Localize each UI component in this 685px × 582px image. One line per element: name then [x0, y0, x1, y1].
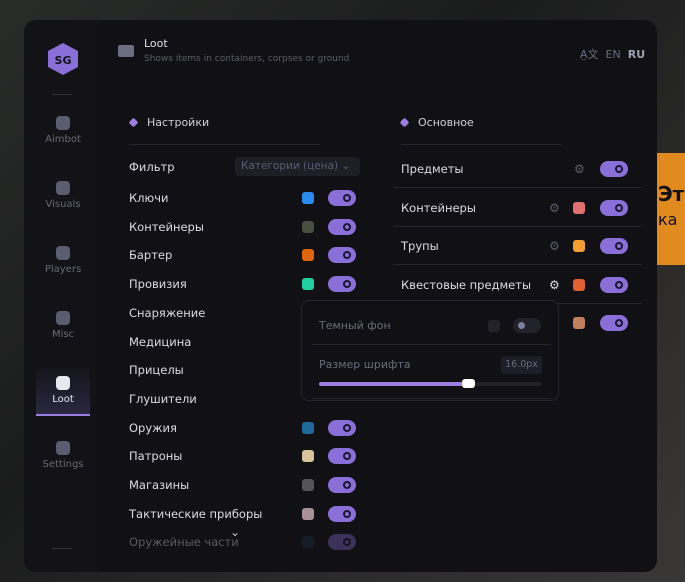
color-swatch[interactable] — [302, 507, 314, 520]
settings-item-toggle[interactable] — [328, 247, 356, 264]
gear-icon[interactable]: ⚙ — [549, 200, 560, 215]
translate-icon: A̤文 — [580, 48, 599, 61]
sidebar-item-players[interactable]: Players — [36, 238, 90, 286]
main-item-toggle[interactable] — [600, 276, 628, 293]
sidebar-item-loot[interactable]: Loot — [36, 368, 90, 416]
diamond-icon — [399, 117, 410, 128]
gear-icon[interactable]: ⚙ — [549, 239, 560, 254]
toolbox-icon — [118, 45, 134, 57]
dark-bg-toggle[interactable] — [513, 318, 541, 333]
sidebar-item-misc[interactable]: Misc — [36, 303, 90, 351]
users-icon — [56, 246, 70, 260]
dots-icon — [56, 311, 70, 325]
color-swatch[interactable] — [573, 278, 585, 291]
color-swatch[interactable] — [573, 240, 585, 253]
settings-item-toggle[interactable] — [328, 190, 356, 206]
sidebar-item-label: Visuals — [45, 199, 81, 210]
color-swatch[interactable] — [573, 317, 585, 330]
dark-bg-label: Темный фон — [319, 319, 391, 332]
lang-en[interactable]: EN — [605, 48, 621, 61]
main-item-label: Контейнеры — [401, 200, 476, 215]
color-swatch[interactable] — [302, 278, 314, 291]
settings-item-toggle[interactable] — [328, 276, 356, 293]
main-item-label: Квестовые предметы — [401, 277, 532, 292]
main-item-toggle[interactable] — [600, 199, 628, 216]
color-swatch[interactable] — [302, 536, 314, 549]
settings-item-toggle[interactable] — [328, 419, 356, 436]
font-size-label: Размер шрифта — [319, 358, 411, 371]
filter-select[interactable]: Категории (цена) ⌄ — [235, 157, 360, 176]
settings-item-label: Оружейные части — [129, 535, 239, 550]
color-swatch[interactable] — [302, 421, 314, 434]
settings-item-label: Ключи — [129, 191, 169, 205]
settings-item-toggle[interactable] — [328, 534, 356, 551]
alien-icon — [56, 116, 70, 130]
main-item-label: Трупы — [401, 239, 439, 254]
gear-icon[interactable]: ⚙ — [549, 277, 560, 292]
sidebar-item-label: Misc — [51, 329, 75, 340]
settings-popup: Темный фон Размер шрифта 16.0px — [301, 300, 559, 401]
sidebar-item-label: Players — [44, 264, 82, 275]
settings-item-toggle[interactable] — [328, 218, 356, 235]
vr-headset-icon — [56, 181, 70, 195]
background-banner: Эт ка — [657, 153, 685, 265]
main-item-toggle[interactable] — [600, 238, 628, 255]
main-item-toggle[interactable] — [600, 161, 628, 177]
sidebar-item-label: Settings — [42, 459, 84, 470]
list-icon — [56, 441, 70, 455]
settings-item-label: Тактические приборы — [129, 506, 263, 521]
main-item-label: Предметы — [401, 162, 464, 176]
filter-label: Фильтр — [129, 160, 175, 174]
sidebar-item-settings[interactable]: Settings — [36, 433, 90, 481]
lang-ru[interactable]: RU — [627, 48, 646, 61]
color-swatch[interactable] — [302, 249, 314, 262]
font-size-slider[interactable] — [319, 379, 541, 388]
slider-handle[interactable] — [461, 379, 475, 388]
sidebar-item-label: Loot — [52, 394, 74, 405]
settings-item-label: Прицелы — [129, 363, 184, 378]
gear-icon — [128, 117, 139, 128]
settings-item-label: Медицина — [129, 334, 192, 349]
color-swatch[interactable] — [302, 479, 314, 491]
loot-window: SG Aimbot Visuals Players Misc Loot Settings … — [24, 20, 657, 572]
svg-text:SG: SG — [55, 54, 72, 67]
sidebar-item-aimbot[interactable]: Aimbot — [36, 108, 90, 156]
sidebar: SG Aimbot Visuals Players Misc Loot Settings — [24, 20, 100, 572]
font-size-value[interactable]: 16.0px — [501, 356, 542, 374]
settings-item-toggle[interactable] — [328, 448, 356, 465]
sidebar-item-visuals[interactable]: Visuals — [36, 173, 90, 221]
settings-item-toggle[interactable] — [328, 505, 356, 522]
gear-icon[interactable]: ⚙ — [574, 162, 585, 176]
main-heading: Основное — [399, 116, 474, 129]
settings-item-toggle[interactable] — [328, 477, 356, 493]
page-subtitle: Shows items in containers, corpses or gr… — [144, 54, 350, 64]
main-item-toggle[interactable] — [600, 315, 628, 332]
color-swatch[interactable] — [302, 220, 314, 233]
page-title: Loot — [144, 37, 168, 50]
dark-bg-color[interactable] — [488, 320, 500, 332]
settings-item-label: Провизия — [129, 277, 187, 292]
sidebar-item-label: Aimbot — [45, 134, 81, 145]
color-swatch[interactable] — [573, 201, 585, 214]
settings-item-label: Глушители — [129, 391, 197, 406]
language-switch: A̤文 EN RU — [580, 46, 645, 62]
settings-item-label: Контейнеры — [129, 219, 204, 234]
settings-item-label: Снаряжение — [129, 305, 206, 320]
settings-item-label: Магазины — [129, 478, 190, 492]
color-swatch[interactable] — [302, 450, 314, 463]
settings-heading: Настройки — [128, 116, 209, 129]
settings-item-label: Патроны — [129, 449, 183, 464]
toolbox-icon — [56, 376, 70, 390]
logo-icon: SG — [48, 43, 78, 75]
settings-item-label: Бартер — [129, 248, 173, 263]
scroll-down-icon[interactable]: ⌄ — [230, 525, 241, 539]
settings-item-label: Оружия — [129, 420, 177, 435]
color-swatch[interactable] — [302, 192, 314, 204]
